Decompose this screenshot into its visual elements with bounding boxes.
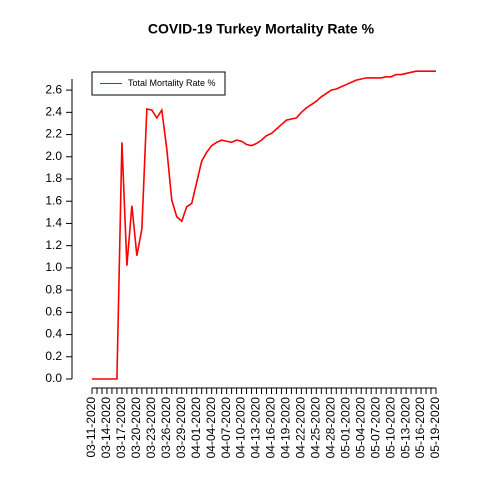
legend-label: Total Mortality Rate % xyxy=(128,78,216,88)
x-tick-label: 04-04-2020 xyxy=(204,397,218,459)
y-tick-label: 1.8 xyxy=(45,171,62,185)
x-tick-label: 03-11-2020 xyxy=(84,397,98,458)
x-tick-label: 05-16-2020 xyxy=(413,397,427,459)
x-tick-label: 04-10-2020 xyxy=(234,397,248,459)
y-tick-label: 0.0 xyxy=(45,371,62,385)
chart-title: COVID-19 Turkey Mortality Rate % xyxy=(148,21,375,37)
x-tick-label: 04-16-2020 xyxy=(264,397,278,459)
y-tick-label: 0.8 xyxy=(45,282,62,296)
x-tick-label: 04-25-2020 xyxy=(309,397,323,459)
x-tick-label: 05-13-2020 xyxy=(398,397,412,459)
x-tick-label: 04-19-2020 xyxy=(279,397,293,459)
y-tick-label: 0.4 xyxy=(45,327,62,341)
x-tick-label: 05-19-2020 xyxy=(428,397,442,459)
y-tick-label: 1.6 xyxy=(45,193,62,207)
x-tick-label: 03-26-2020 xyxy=(159,397,173,459)
y-tick-label: 2.4 xyxy=(45,105,62,119)
x-tick-label: 03-14-2020 xyxy=(99,397,113,459)
line-series xyxy=(92,70,436,380)
x-tick-label: 03-29-2020 xyxy=(174,397,188,459)
x-tick-label: 05-01-2020 xyxy=(338,397,352,459)
legend-box xyxy=(91,71,226,96)
y-tick-label: 1.2 xyxy=(45,238,62,252)
x-tick-label: 05-04-2020 xyxy=(353,397,367,459)
x-tick-label: 04-07-2020 xyxy=(219,397,233,459)
x-tick-label: 04-22-2020 xyxy=(294,397,308,459)
y-tick-label: 1.0 xyxy=(45,260,62,274)
x-tick-label: 04-28-2020 xyxy=(323,397,337,459)
x-tick-label: 03-17-2020 xyxy=(114,397,128,459)
x-tick-label: 03-20-2020 xyxy=(129,397,143,459)
x-tick-label: 04-13-2020 xyxy=(249,397,263,459)
y-tick-label: 0.2 xyxy=(45,349,62,363)
y-tick-label: 1.4 xyxy=(45,216,62,230)
y-tick-label: 0.6 xyxy=(45,305,62,319)
x-tick-label: 04-01-2020 xyxy=(189,397,203,459)
x-tick-label: 05-07-2020 xyxy=(368,397,382,459)
y-tick-label: 2.6 xyxy=(45,82,62,96)
y-tick-label: 2.0 xyxy=(45,149,62,163)
x-tick-label: 05-10-2020 xyxy=(383,397,397,459)
y-tick-label: 2.2 xyxy=(45,127,62,141)
x-tick-label: 03-23-2020 xyxy=(144,397,158,459)
